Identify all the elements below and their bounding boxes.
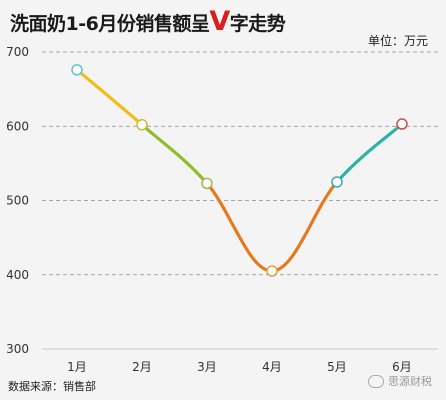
y-tick-label: 300 xyxy=(6,342,29,356)
x-tick-label: 3月 xyxy=(197,360,217,374)
y-tick-label: 700 xyxy=(6,45,29,59)
x-tick-label: 1月 xyxy=(67,360,87,374)
y-tick-label: 600 xyxy=(6,119,29,133)
data-point-marker xyxy=(266,265,278,277)
y-tick-label: 500 xyxy=(6,194,29,208)
data-point-marker xyxy=(201,177,213,190)
x-tick-label: 2月 xyxy=(132,360,152,374)
data-point-marker xyxy=(136,119,148,131)
data-source-label: 数据来源：销售部 xyxy=(8,380,96,393)
line-segment xyxy=(270,180,339,273)
data-point-marker xyxy=(71,64,83,76)
chat-bubble-icon xyxy=(368,374,384,388)
watermark-text: 思源财税 xyxy=(388,375,432,388)
data-point-marker xyxy=(396,118,408,130)
x-tick-label: 6月 xyxy=(392,360,412,374)
line-segment xyxy=(75,68,144,127)
x-tick-label: 5月 xyxy=(327,360,347,374)
chart-title: 洗面奶1-6月份销售额呈V字走势 xyxy=(10,6,286,37)
line-segment xyxy=(140,123,209,186)
unit-label: 单位：万元 xyxy=(367,34,428,48)
watermark: 思源财税 xyxy=(368,373,432,389)
data-point-marker xyxy=(331,176,343,188)
x-tick-label: 4月 xyxy=(262,360,282,374)
line-segment xyxy=(335,122,404,184)
title-v-letter: V xyxy=(209,6,230,37)
y-tick-label: 400 xyxy=(6,268,29,282)
line-segment xyxy=(205,181,274,273)
